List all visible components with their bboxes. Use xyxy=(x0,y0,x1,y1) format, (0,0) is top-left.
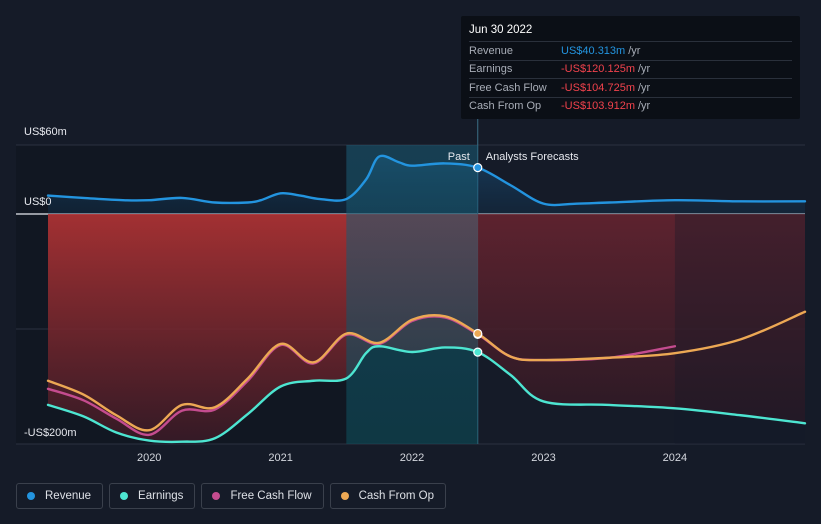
legend-item-revenue[interactable]: Revenue xyxy=(16,483,104,509)
tooltip-date: Jun 30 2022 xyxy=(469,24,533,36)
selection-band xyxy=(346,145,478,444)
tooltip-value: -US$104.725m xyxy=(561,81,635,94)
tooltip-unit: /yr xyxy=(638,63,651,76)
tooltip-unit: /yr xyxy=(638,100,651,113)
past-label: Past xyxy=(448,151,470,163)
y-label-zero: US$0 xyxy=(24,196,52,208)
x-tick-2024: 2024 xyxy=(663,452,687,464)
legend-dot-icon xyxy=(120,492,129,500)
tooltip: Jun 30 2022 Revenue US$40.313m /yr Earni… xyxy=(461,16,800,119)
x-tick-2021: 2021 xyxy=(268,452,292,464)
legend-item-earnings[interactable]: Earnings xyxy=(109,483,196,509)
legend-item-cash-from-op[interactable]: Cash From Op xyxy=(329,483,447,509)
series-line-earnings xyxy=(46,345,807,444)
series-line-revenue xyxy=(46,154,807,207)
tooltip-row-earnings: Earnings -US$120.125m /yr xyxy=(469,59,792,79)
legend-label: Earnings xyxy=(138,490,184,502)
legend-label: Cash From Op xyxy=(358,490,435,502)
tooltip-value: US$40.313m xyxy=(561,44,626,57)
tooltip-value: -US$103.912m xyxy=(561,100,635,113)
marker-revenue xyxy=(473,163,483,173)
tooltip-label: Earnings xyxy=(469,63,513,76)
tooltip-unit: /yr xyxy=(628,44,641,57)
y-label-top: US$60m xyxy=(24,126,67,138)
tooltip-value: -US$120.125m xyxy=(561,63,635,76)
tooltip-unit: /yr xyxy=(638,81,651,94)
legend-dot-icon xyxy=(340,492,349,500)
tooltip-label: Cash From Op xyxy=(469,100,542,113)
forecast-fade xyxy=(674,214,805,444)
marker-earnings xyxy=(473,347,483,357)
legend-item-free-cash-flow[interactable]: Free Cash Flow xyxy=(201,483,324,509)
legend-dot-icon xyxy=(212,492,221,500)
tooltip-label: Free Cash Flow xyxy=(469,81,547,94)
tooltip-row-free-cash-flow: Free Cash Flow -US$104.725m /yr xyxy=(469,78,792,97)
tooltip-row-revenue: Revenue US$40.313m /yr xyxy=(469,41,792,60)
legend: Revenue Earnings Free Cash Flow Cash Fro… xyxy=(16,483,447,509)
y-label-bottom: -US$200m xyxy=(24,427,77,439)
series-line-cash-from-op xyxy=(46,310,807,432)
legend-label: Free Cash Flow xyxy=(230,490,312,502)
marker-cash-from-op xyxy=(473,328,483,339)
tooltip-row-cash-from-op: Cash From Op -US$103.912m /yr xyxy=(469,96,792,116)
legend-dot-icon xyxy=(27,492,35,500)
earnings-area-forecast xyxy=(477,214,805,424)
x-tick-2023: 2023 xyxy=(531,452,555,464)
x-tick-2020: 2020 xyxy=(137,452,161,464)
forecast-label: Analysts Forecasts xyxy=(486,151,579,163)
legend-label: Revenue xyxy=(45,490,92,502)
x-tick-2022: 2022 xyxy=(400,452,424,464)
tooltip-label: Revenue xyxy=(469,44,514,57)
